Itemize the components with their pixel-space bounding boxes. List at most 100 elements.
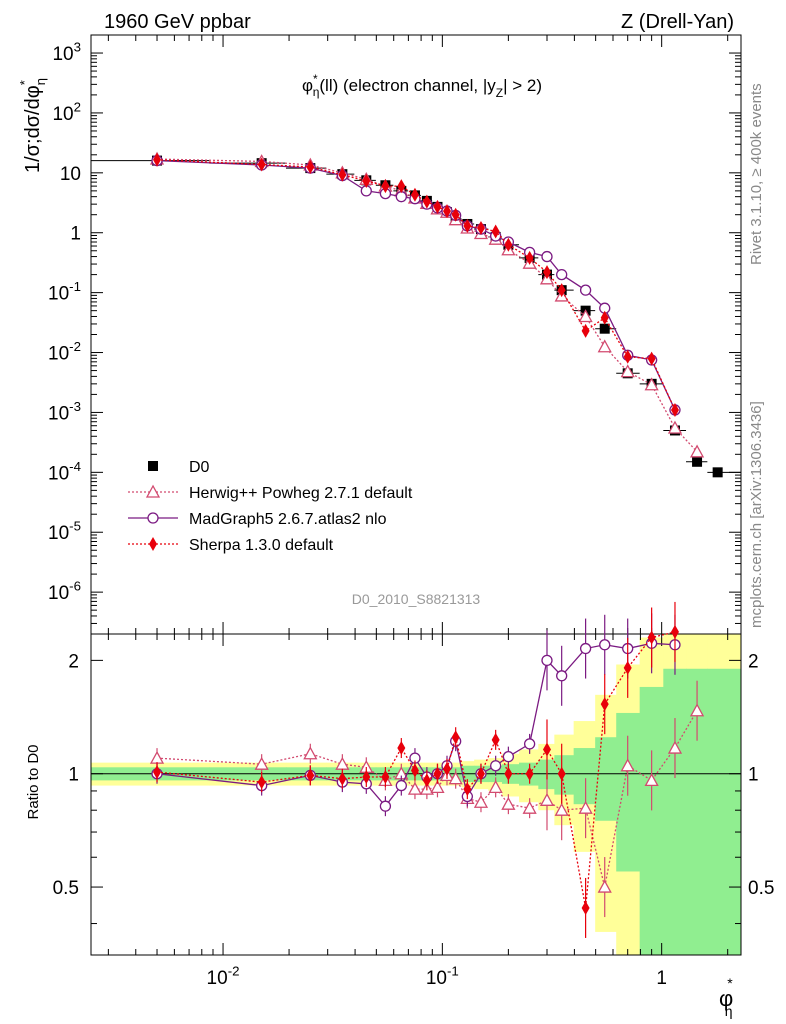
ratio-plot-frame (90, 633, 742, 956)
sherpa-point (422, 194, 431, 209)
legend-herwig-marker (145, 484, 161, 498)
sherpa-point (504, 237, 513, 252)
header-right: Z (Drell-Yan) (621, 11, 734, 33)
sherpa-point (525, 250, 534, 265)
y-tick-label: 10-4 (48, 459, 81, 485)
xlabel-sub: η (725, 1003, 733, 1019)
green-band-bin (595, 737, 617, 821)
sherpa-ratio-point (670, 624, 679, 639)
sherpa-ratio-point (397, 741, 406, 756)
title-sup: * (313, 72, 318, 86)
sherpa-point (433, 199, 442, 214)
sherpa-point (443, 204, 452, 219)
madgraph5-ratio-point (541, 654, 553, 667)
legend-madgraph5-label: MadGraph5 2.6.7.atlas2 nlo (189, 511, 387, 528)
y-tick-label: 10-5 (48, 519, 81, 545)
sherpa-point (451, 207, 460, 222)
madgraph5-ratio-point (502, 750, 515, 763)
madgraph5-point (556, 268, 568, 281)
sherpa-point (491, 224, 500, 239)
ylabel-sub: η (33, 78, 48, 85)
ratio-y-tick-label-right: 2 (748, 651, 759, 672)
madgraph5-point (541, 250, 553, 263)
sherpa-point (463, 218, 472, 233)
madgraph5-ratio-point (395, 779, 407, 792)
sherpa-point (257, 157, 266, 172)
sherpa-ratio-point (381, 770, 390, 785)
analysis-label: D0_2010_S8821313 (352, 591, 481, 607)
d0-point (692, 456, 703, 467)
sherpa-point (581, 323, 590, 338)
herwig-ratio-point (539, 792, 555, 806)
legend-sherpa-marker (149, 537, 157, 551)
herwig-ratio-point (689, 703, 705, 717)
sherpa-ratio-point (422, 773, 431, 788)
green-band-bin (573, 748, 596, 805)
madgraph5-ratio-point (379, 800, 392, 812)
sherpa-point (381, 179, 390, 194)
sherpa-point (542, 265, 551, 280)
y-tick-label: 10-6 (48, 579, 81, 605)
herwig-ratio-point (522, 800, 537, 814)
herwig-ratio-point (407, 781, 423, 795)
herwig-ratio-point (501, 796, 516, 810)
green-band-bin (663, 668, 687, 955)
upper-ylabel: 1/σ;dσ/dφ*η (17, 78, 48, 173)
y-tick-label: 10 (60, 164, 81, 185)
x-tick-label: 10-1 (426, 963, 459, 989)
sherpa-ratio-point (623, 660, 632, 675)
ylabel-text: 1/σ;dσ/dφ (22, 85, 44, 173)
title-sub: η (313, 85, 320, 99)
sherpa-ratio-point (476, 766, 485, 781)
title-rest1: (ll) (electron channel, |y (319, 76, 496, 95)
madgraph5-ratio-point (599, 639, 611, 651)
sherpa-ratio-point (542, 742, 551, 757)
herwig-point (597, 339, 612, 353)
ratio-ylabel: Ratio to D0 (25, 744, 42, 819)
y-tick-label: 10-2 (48, 339, 81, 365)
ratio-y-tick-label: 0.5 (53, 878, 79, 899)
sherpa-ratio-point (257, 775, 266, 790)
herwig-point (667, 420, 683, 434)
sherpa-ratio-point (581, 900, 590, 915)
sherpa-point (362, 174, 371, 189)
legend-madgraph5-marker (147, 512, 159, 524)
sherpa-ratio-point (362, 770, 371, 785)
herwig-ratio-point (149, 750, 165, 764)
ratio-y-tick-label: 1 (68, 765, 79, 786)
sherpa-ratio-point (410, 763, 419, 778)
ratio-y-tick-label-right: 1 (748, 765, 759, 786)
sherpa-ratio-point (306, 768, 315, 783)
sherpa-ratio-point (451, 730, 460, 745)
madgraph5-point (579, 284, 592, 296)
sherpa-point (153, 152, 162, 167)
sherpa-point (410, 187, 419, 202)
x-tick-label: 1 (656, 968, 667, 989)
legend-herwig-label: Herwig++ Powheg 2.7.1 default (189, 485, 413, 502)
ylabel-sup: * (17, 80, 32, 85)
madgraph5-ratio-point (579, 642, 592, 655)
herwig-ratio-point (448, 771, 463, 785)
sherpa-point (600, 310, 609, 325)
madgraph5-point (395, 191, 407, 203)
sherpa-ratio-point (525, 766, 534, 781)
d0-point (599, 323, 610, 334)
herwig-point (689, 444, 705, 458)
ratio-y-tick-label: 2 (68, 651, 79, 672)
madgraph5-ratio-point (523, 738, 536, 750)
sherpa-point (623, 349, 632, 364)
xlabel-main: φ (719, 986, 733, 1011)
y-tick-label: 102 (52, 99, 81, 125)
herwig-ratio-point (430, 779, 445, 793)
herwig-ratio-point (620, 758, 635, 772)
herwig-ratio-point (554, 802, 569, 816)
sherpa-point (647, 351, 656, 366)
x-tick-label: 10-2 (207, 963, 240, 989)
sherpa-ratio-point (491, 732, 500, 747)
herwig-ratio-point (254, 756, 269, 770)
herwig-point (620, 364, 635, 378)
sherpa-ratio-line (156, 631, 676, 909)
legend-sherpa-label: Sherpa 1.3.0 default (189, 537, 334, 554)
herwig-ratio-point (644, 773, 659, 787)
green-band-bin (639, 686, 664, 955)
